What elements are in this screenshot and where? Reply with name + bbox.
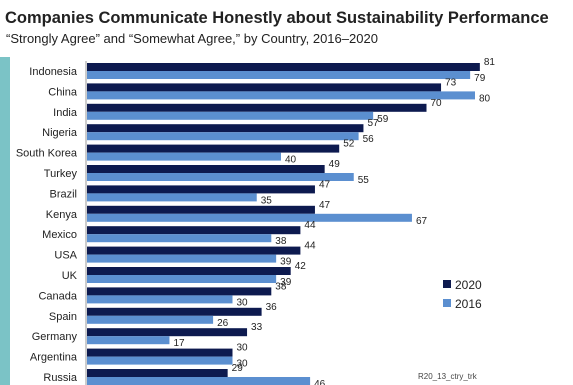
value-label: 47: [319, 200, 331, 211]
legend-swatch-2016: [443, 299, 451, 307]
value-label: 47: [319, 179, 331, 190]
accent-bar: [0, 57, 10, 385]
category-label: China: [48, 86, 78, 98]
value-label: 38: [275, 236, 287, 247]
bar-2016: [87, 193, 257, 202]
bar-2020: [87, 307, 262, 316]
bar-2020: [87, 185, 315, 194]
value-label: 35: [261, 195, 273, 206]
bar-2020: [87, 328, 248, 337]
legend-swatch-2020: [443, 280, 451, 288]
value-label: 36: [266, 302, 278, 313]
bar-2020: [87, 287, 272, 296]
category-label: Nigeria: [42, 127, 78, 139]
plot-area: Indonesia 81 79 China 73 80 India 70 59 Nigeria 57…: [16, 57, 496, 385]
bar-2016: [87, 111, 374, 120]
category-label: Kenya: [46, 209, 78, 221]
value-label: 80: [479, 93, 491, 104]
value-label: 57: [367, 118, 379, 129]
value-label: 38: [275, 281, 287, 292]
category-label: Brazil: [49, 188, 77, 200]
chart-subtitle: “Strongly Agree” and “Somewhat Agree,” b…: [6, 31, 378, 46]
category-label: Spain: [49, 311, 77, 323]
bar-2020: [87, 348, 233, 357]
value-label: 33: [251, 322, 263, 333]
legend: 2020 2016: [443, 278, 482, 311]
bar-2020: [87, 165, 325, 173]
bar-2020: [87, 144, 340, 153]
bar-2016: [87, 132, 359, 141]
value-label: 79: [474, 73, 486, 84]
value-label: 73: [445, 77, 457, 88]
bar-2020: [87, 226, 301, 235]
value-label: 52: [343, 139, 355, 150]
chart-footnote: R20_13_ctry_trk: [418, 372, 477, 381]
bar-2016: [87, 377, 311, 385]
value-label: 59: [377, 114, 389, 125]
value-label: 55: [358, 175, 370, 186]
value-label: 46: [314, 379, 326, 385]
value-label: 17: [173, 338, 185, 349]
value-label: 39: [280, 277, 292, 288]
legend-label-2016: 2016: [455, 297, 482, 311]
category-label: USA: [54, 250, 77, 262]
category-label: India: [53, 107, 78, 119]
bar-2020: [87, 103, 427, 112]
value-label: 40: [285, 155, 297, 166]
value-label: 29: [232, 363, 244, 374]
value-label: 26: [217, 318, 229, 329]
category-label: UK: [62, 270, 78, 282]
value-label: 70: [431, 98, 443, 109]
value-label: 67: [416, 216, 428, 227]
category-label: Turkey: [44, 168, 78, 180]
bar-2016: [87, 336, 170, 345]
bar-2016: [87, 152, 281, 161]
bar-2020: [87, 83, 442, 92]
bar-2016: [87, 213, 412, 222]
chart-title: Companies Communicate Honestly about Sus…: [5, 9, 549, 27]
bar-2020: [87, 369, 228, 377]
value-label: 39: [280, 257, 292, 268]
bar-2016: [87, 356, 233, 365]
bar-2016: [87, 173, 354, 181]
category-label: Russia: [43, 372, 78, 384]
value-label: 30: [237, 343, 249, 354]
value-label: 30: [237, 359, 249, 370]
value-label: 30: [237, 297, 249, 308]
category-label: Canada: [38, 290, 77, 302]
bar-2016: [87, 91, 475, 100]
category-label: Mexico: [42, 229, 77, 241]
bar-2020: [87, 124, 364, 133]
category-label: South Korea: [16, 148, 78, 160]
value-label: 44: [304, 241, 316, 252]
bar-2020: [87, 267, 291, 275]
bar-2020: [87, 63, 480, 71]
bar-2020: [87, 246, 301, 255]
bar-2016: [87, 71, 471, 79]
bar-2016: [87, 234, 272, 243]
legend-label-2020: 2020: [455, 278, 482, 292]
value-label: 56: [363, 134, 375, 145]
category-label: Argentina: [30, 352, 78, 364]
value-label: 81: [484, 57, 496, 68]
bar-2016: [87, 275, 277, 283]
bar-2020: [87, 205, 315, 214]
category-label: Indonesia: [29, 66, 78, 78]
value-label: 42: [295, 261, 307, 272]
bar-2016: [87, 295, 233, 304]
value-label: 44: [304, 220, 316, 231]
value-label: 49: [329, 159, 341, 170]
bar-2016: [87, 315, 214, 324]
category-label: Germany: [32, 331, 78, 343]
bar-2016: [87, 254, 277, 263]
